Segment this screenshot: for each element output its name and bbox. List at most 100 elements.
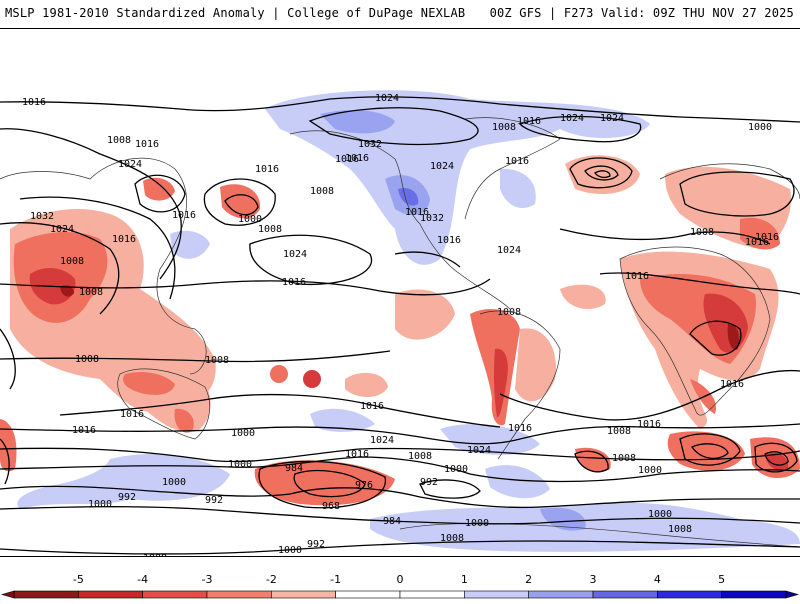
isobar-label: 1008 [497, 307, 521, 318]
isobar [0, 328, 16, 390]
anomaly-region [727, 323, 740, 350]
isobar [754, 442, 798, 473]
isobar-label: 1016 [405, 207, 429, 218]
anomaly-region [565, 155, 640, 194]
colorbar-segment [657, 590, 722, 599]
map-canvas: 1016 1024 1024 1008 1016 1024 1016 1016 … [0, 90, 800, 557]
colorbar-tick-label: 5 [718, 573, 725, 586]
isobar-label: 1008 [310, 186, 334, 197]
isobar-label: 1016 [508, 423, 532, 434]
isobar [679, 433, 741, 466]
isobar-label: 1008 [607, 426, 631, 437]
isobar-label: 1008 [79, 287, 103, 298]
colorbar-segment [335, 590, 401, 599]
isobar [569, 157, 633, 189]
isobar-label: 1016 [172, 210, 196, 221]
isobar [764, 451, 789, 466]
isobar-label: 1000 [231, 428, 255, 439]
isobar-label: 1024 [50, 224, 74, 235]
colorbar-segment [78, 590, 143, 599]
isobar-label: 1008 [75, 354, 99, 365]
isobar [19, 196, 176, 300]
isobar-label: 984 [383, 516, 401, 527]
anomaly-region [265, 90, 650, 265]
anomaly-region [740, 217, 780, 250]
colorbar-segment [206, 590, 272, 599]
anomaly-region [765, 452, 789, 471]
coastline [0, 157, 207, 375]
isobar-label: 1000 [162, 477, 186, 488]
isobar [518, 115, 642, 143]
anomaly-region [220, 184, 261, 219]
anomaly-region [485, 465, 550, 499]
anomaly-map: 1016 1024 1024 1008 1016 1024 1016 1016 … [0, 28, 800, 557]
colorbar-tick-label: 3 [590, 573, 597, 586]
coastline [479, 310, 561, 460]
isobar-label: 968 [322, 501, 340, 512]
isobar [394, 251, 461, 268]
isobar-label: 1024 [118, 159, 142, 170]
anomaly-region [560, 284, 606, 309]
isobar-label: 1016 [637, 419, 661, 430]
isobar [679, 171, 795, 217]
isobar-label: 1024 [600, 113, 624, 124]
anomaly-region [170, 230, 210, 259]
isobar-label: 1008 [668, 524, 692, 535]
isobar-label: 1016 [120, 409, 144, 420]
isobar [574, 450, 609, 473]
anomaly-region [174, 408, 194, 433]
coastline [619, 246, 771, 416]
colorbar-max-arrow [785, 590, 800, 599]
coastline [117, 368, 211, 440]
isobar [0, 350, 391, 363]
anomaly-region [493, 348, 508, 418]
isobar-label: 1008 [60, 256, 84, 267]
anomaly-region [398, 187, 419, 206]
colorbar-tick-label: 0 [397, 573, 404, 586]
anomaly-region [440, 424, 540, 455]
anomaly-region [0, 419, 17, 472]
colorbar-segment [271, 590, 336, 599]
isobar-label: 1016 [437, 235, 461, 246]
anomaly-region [143, 177, 175, 201]
isobar [599, 272, 800, 295]
colorbar-segment [399, 590, 465, 599]
isobar-label: 1016 [720, 379, 744, 390]
isobar-label: 1024 [497, 245, 521, 256]
isobar [0, 96, 800, 123]
isobar [691, 443, 729, 459]
isobar-label: 1032 [358, 139, 382, 150]
isobar-label: 984 [285, 463, 303, 474]
colorbar-tick-label: -1 [330, 573, 341, 586]
anomaly-region [345, 372, 388, 397]
isobar-label: 1032 [420, 213, 444, 224]
isobar [249, 234, 373, 286]
isobar-label: 1024 [370, 435, 394, 446]
isobar-label: 1000 [748, 122, 772, 133]
isobar [293, 469, 366, 498]
isobar-label: 1032 [30, 211, 54, 222]
coastline [399, 523, 800, 548]
isobar [0, 447, 800, 463]
isobar-label: 976 [355, 480, 373, 491]
isobar [0, 485, 800, 509]
isobar-label: 1016 [22, 97, 46, 108]
isobar [0, 438, 10, 485]
isobar-label: 1016 [625, 271, 649, 282]
isobar [0, 456, 800, 483]
colorbar-tick-label: 1 [461, 573, 468, 586]
isobar-label: 992 [307, 539, 325, 550]
isobar [0, 506, 800, 525]
isobar-label: 1016 [72, 425, 96, 436]
isobar [689, 320, 742, 356]
isobar-label: 1008 [440, 533, 464, 544]
anomaly-region [310, 408, 375, 432]
anomaly-region [540, 507, 586, 531]
isobar-label: 1016 [345, 153, 369, 164]
isobar [134, 174, 186, 213]
isobar-label: 1000 [638, 465, 662, 476]
isobar-label: 1016 [282, 277, 306, 288]
isobar-label: 1000 [648, 509, 672, 520]
isobar-label: 1008 [143, 553, 167, 557]
isobar [203, 178, 276, 226]
